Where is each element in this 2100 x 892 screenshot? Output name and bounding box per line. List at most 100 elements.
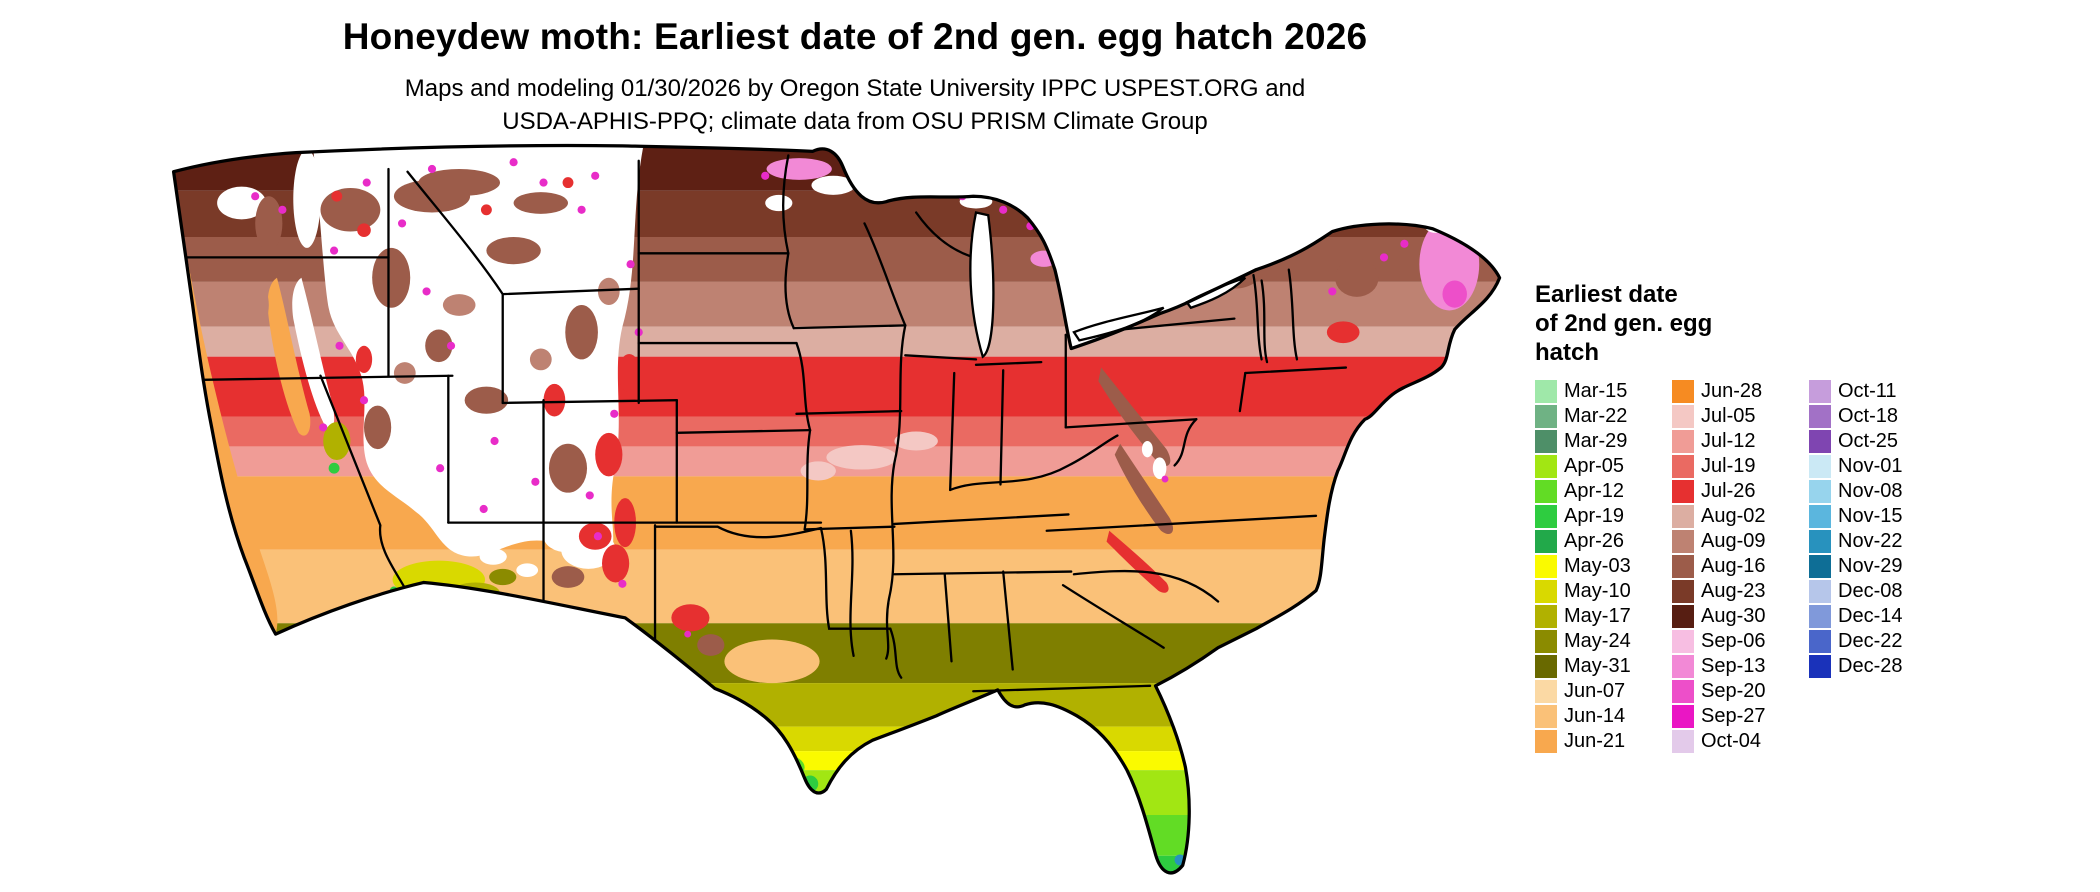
legend-swatch [1535, 705, 1557, 728]
legend-swatch [1672, 480, 1694, 503]
legend: Earliest date of 2nd gen. egg hatch Mar-… [1535, 280, 2095, 754]
legend-label: Aug-02 [1701, 505, 1766, 527]
legend-item: Jul-05 [1672, 404, 1809, 429]
us-map [160, 128, 1520, 890]
legend-item: May-31 [1535, 654, 1672, 679]
legend-label: Oct-25 [1838, 430, 1899, 452]
legend-label: Jun-21 [1564, 730, 1626, 752]
legend-item: Nov-15 [1809, 504, 1902, 529]
legend-swatch [1672, 730, 1694, 753]
legend-label: Nov-15 [1838, 505, 1903, 527]
legend-swatch [1672, 405, 1694, 428]
legend-label: Nov-22 [1838, 530, 1903, 552]
legend-label: Apr-19 [1564, 505, 1625, 527]
legend-column: Oct-11 Oct-18 Oct-25 Nov-01 Nov-08 Nov-15 Nov-… [1809, 379, 1902, 754]
legend-item: Aug-16 [1672, 554, 1809, 579]
map-west-mottle-red [331, 177, 710, 632]
legend-swatch [1535, 555, 1557, 578]
legend-title: Earliest date of 2nd gen. egg hatch [1535, 280, 2095, 367]
us-outline [171, 143, 1502, 875]
legend-swatch [1809, 430, 1831, 453]
legend-label: Apr-05 [1564, 455, 1625, 477]
legend-column: Jun-28 Jul-05 Jul-12 Jul-19 Jul-26 Aug-02 Aug-… [1672, 379, 1809, 754]
legend-item: Sep-06 [1672, 629, 1809, 654]
legend-label: Nov-01 [1838, 455, 1903, 477]
legend-swatch [1809, 480, 1831, 503]
legend-item: Dec-14 [1809, 604, 1902, 629]
legend-label: Dec-08 [1838, 580, 1903, 602]
legend-label: Jul-19 [1701, 455, 1756, 477]
legend-item: Sep-27 [1672, 704, 1809, 729]
legend-swatch [1535, 430, 1557, 453]
legend-swatch [1809, 530, 1831, 553]
legend-swatch [1535, 405, 1557, 428]
legend-item: Jul-26 [1672, 479, 1809, 504]
legend-item: Aug-23 [1672, 579, 1809, 604]
legend-label: May-03 [1564, 555, 1631, 577]
legend-item: Nov-01 [1809, 454, 1902, 479]
legend-item: May-10 [1535, 579, 1672, 604]
legend-item: May-24 [1535, 629, 1672, 654]
legend-label: Sep-13 [1701, 655, 1766, 677]
legend-item: Mar-15 [1535, 379, 1672, 404]
legend-swatch [1535, 380, 1557, 403]
legend-columns: Mar-15 Mar-22 Mar-29 Apr-05 Apr-12 Apr-19 Apr-… [1535, 379, 2095, 754]
legend-label: May-31 [1564, 655, 1631, 677]
legend-label: Nov-08 [1838, 480, 1903, 502]
legend-item: Mar-29 [1535, 429, 1672, 454]
legend-item: Apr-26 [1535, 529, 1672, 554]
legend-title-line-2: of 2nd gen. egg [1535, 310, 1713, 337]
map-appalachian-detail [1098, 367, 1174, 593]
legend-title-line-1: Earliest date [1535, 281, 1678, 308]
legend-item: Nov-29 [1809, 554, 1902, 579]
legend-item: Aug-02 [1672, 504, 1809, 529]
legend-swatch [1672, 430, 1694, 453]
legend-swatch [1672, 680, 1694, 703]
legend-column: Mar-15 Mar-22 Mar-29 Apr-05 Apr-12 Apr-19 Apr-… [1535, 379, 1672, 754]
legend-swatch [1535, 605, 1557, 628]
legend-swatch [1535, 580, 1557, 603]
legend-swatch [1809, 405, 1831, 428]
legend-swatch [1672, 555, 1694, 578]
legend-swatch [1535, 455, 1557, 478]
legend-label: Dec-22 [1838, 630, 1903, 652]
legend-item: Oct-11 [1809, 379, 1902, 404]
legend-label: Jul-12 [1701, 430, 1756, 452]
legend-swatch [1535, 655, 1557, 678]
legend-item: Nov-22 [1809, 529, 1902, 554]
legend-swatch [1809, 455, 1831, 478]
legend-item: Oct-04 [1672, 729, 1809, 754]
legend-label: Oct-18 [1838, 405, 1899, 427]
legend-swatch [1672, 655, 1694, 678]
legend-item: Nov-08 [1809, 479, 1902, 504]
legend-swatch [1672, 505, 1694, 528]
legend-label: Jun-07 [1564, 680, 1626, 702]
legend-item: Jun-14 [1535, 704, 1672, 729]
legend-swatch [1672, 605, 1694, 628]
legend-label: Oct-11 [1838, 380, 1897, 402]
legend-swatch [1809, 555, 1831, 578]
legend-swatch [1672, 380, 1694, 403]
legend-label: Mar-22 [1564, 405, 1628, 427]
legend-label: Jul-26 [1701, 480, 1756, 502]
legend-swatch [1809, 380, 1831, 403]
legend-swatch [1672, 705, 1694, 728]
subtitle-line-2: USDA-APHIS-PPQ; climate data from OSU PR… [502, 108, 1208, 135]
legend-item: Sep-20 [1672, 679, 1809, 704]
great-lakes [969, 211, 1247, 359]
legend-swatch [1809, 580, 1831, 603]
legend-item: Apr-12 [1535, 479, 1672, 504]
legend-label: Aug-23 [1701, 580, 1766, 602]
subtitle-line-1: Maps and modeling 01/30/2026 by Oregon S… [404, 75, 1306, 102]
legend-label: Mar-15 [1564, 380, 1628, 402]
legend-item: Dec-22 [1809, 629, 1902, 654]
legend-label: Aug-09 [1701, 530, 1766, 552]
legend-swatch [1535, 530, 1557, 553]
legend-swatch [1809, 505, 1831, 528]
legend-swatch [1809, 630, 1831, 653]
legend-item: Oct-18 [1809, 404, 1902, 429]
legend-item: Oct-25 [1809, 429, 1902, 454]
legend-item: Jul-12 [1672, 429, 1809, 454]
legend-label: Mar-29 [1564, 430, 1628, 452]
